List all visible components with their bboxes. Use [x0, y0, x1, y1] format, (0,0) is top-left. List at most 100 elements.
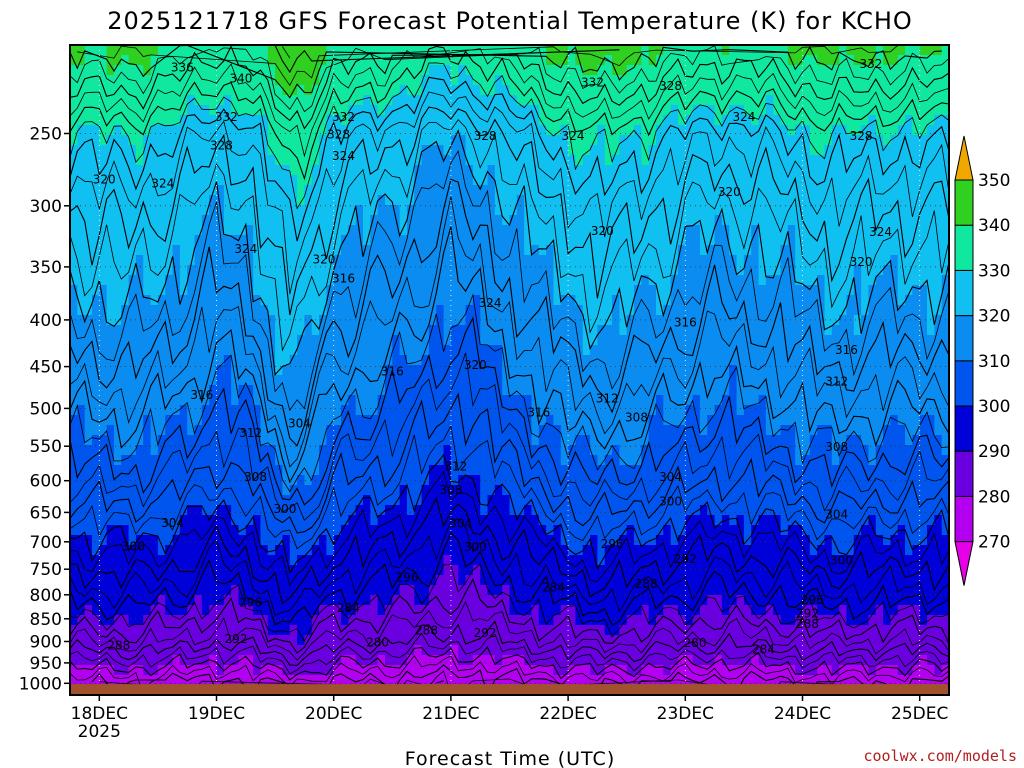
field-cell: [524, 265, 533, 276]
field-cell: [509, 335, 518, 346]
field-cell: [626, 85, 635, 96]
field-cell: [575, 615, 584, 626]
field-cell: [370, 125, 379, 136]
field-cell: [494, 335, 503, 346]
field-cell: [546, 635, 555, 646]
field-cell: [597, 465, 606, 476]
field-cell: [553, 445, 562, 456]
field-cell: [289, 515, 298, 526]
field-cell: [91, 675, 100, 686]
field-cell: [194, 165, 203, 176]
field-cell: [612, 165, 620, 176]
field-cell: [341, 445, 349, 456]
field-cell: [384, 65, 393, 76]
field-cell: [238, 475, 247, 486]
field-cell: [582, 45, 591, 56]
field-cell: [436, 475, 445, 486]
field-cell: [194, 665, 203, 676]
field-cell: [590, 595, 598, 606]
field-cell: [472, 405, 481, 416]
field-cell: [84, 315, 93, 326]
field-cell: [275, 55, 284, 66]
field-cell: [399, 475, 408, 486]
field-cell: [77, 395, 86, 406]
field-cell: [165, 145, 174, 156]
field-cell: [260, 405, 269, 416]
field-cell: [531, 545, 540, 556]
field-cell: [341, 385, 349, 396]
field-cell: [590, 315, 598, 326]
field-cell: [319, 465, 327, 476]
field-cell: [113, 645, 122, 656]
field-cell: [304, 285, 313, 296]
field-cell: [128, 425, 137, 436]
field-cell: [99, 315, 108, 326]
field-cell: [326, 415, 335, 426]
field-cell: [216, 255, 225, 266]
field-cell: [333, 475, 342, 486]
field-cell: [253, 455, 262, 466]
field-cell: [384, 265, 393, 276]
field-cell: [223, 595, 232, 606]
field-cell: [231, 465, 240, 476]
field-cell: [531, 675, 540, 686]
field-cell: [428, 165, 437, 176]
field-cell: [531, 115, 540, 126]
field-cell: [502, 625, 511, 636]
field-cell: [91, 625, 100, 636]
field-cell: [91, 195, 100, 206]
field-cell: [494, 415, 503, 426]
field-cell: [128, 205, 137, 216]
field-cell: [363, 165, 371, 176]
field-cell: [509, 295, 518, 306]
field-cell: [450, 585, 459, 596]
field-cell: [604, 565, 613, 576]
field-cell: [99, 185, 108, 196]
field-cell: [238, 175, 247, 186]
field-cell: [392, 555, 401, 566]
field-cell: [355, 425, 364, 436]
field-cell: [187, 145, 196, 156]
field-cell: [121, 45, 130, 56]
field-cell: [502, 105, 511, 116]
field-cell: [319, 545, 327, 556]
field-cell: [260, 515, 269, 526]
field-cell: [121, 565, 130, 576]
field-cell: [91, 655, 100, 666]
field-cell: [319, 455, 327, 466]
field-cell: [560, 345, 569, 356]
field-cell: [99, 355, 108, 366]
field-cell: [612, 85, 620, 96]
field-cell: [326, 185, 335, 196]
field-cell: [238, 605, 247, 616]
field-cell: [472, 425, 481, 436]
field-cell: [363, 205, 371, 216]
field-cell: [341, 345, 349, 356]
field-cell: [143, 205, 152, 216]
field-cell: [194, 505, 203, 516]
field-cell: [333, 145, 342, 156]
field-cell: [582, 515, 591, 526]
field-cell: [553, 585, 562, 596]
field-cell: [245, 415, 254, 426]
field-cell: [568, 265, 577, 276]
field-cell: [465, 665, 474, 676]
field-cell: [348, 185, 357, 196]
field-cell: [487, 655, 496, 666]
field-cell: [392, 45, 401, 56]
field-cell: [590, 155, 598, 166]
field-cell: [209, 355, 218, 366]
field-cell: [516, 525, 525, 536]
field-cell: [355, 415, 364, 426]
field-cell: [436, 525, 445, 536]
field-cell: [319, 275, 327, 286]
field-cell: [201, 205, 210, 216]
field-cell: [392, 345, 401, 356]
field-cell: [333, 195, 342, 206]
field-cell: [450, 505, 459, 516]
field-cell: [341, 95, 349, 106]
field-cell: [516, 415, 525, 426]
field-cell: [91, 405, 100, 416]
field-cell: [231, 45, 240, 56]
field-cell: [399, 395, 408, 406]
